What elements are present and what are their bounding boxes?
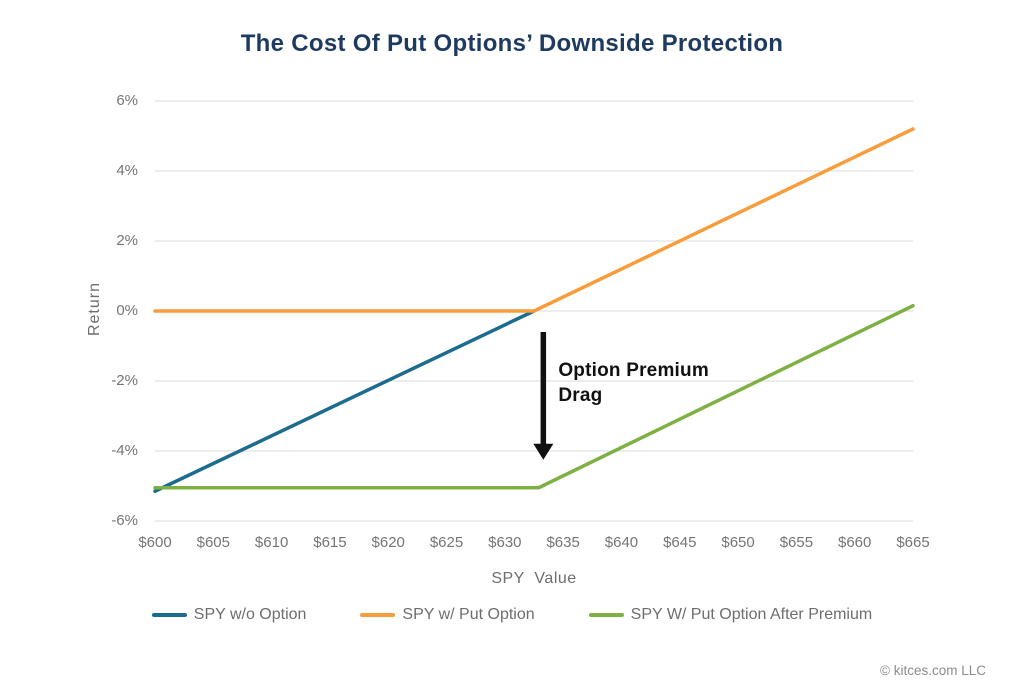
annotation-text-line: Drag (558, 385, 603, 406)
x-tick-610: $610 (254, 534, 289, 551)
x-tick-645: $645 (663, 534, 697, 551)
x-tick-640: $640 (604, 534, 639, 551)
y-tick-2%: 2% (116, 232, 138, 249)
x-tick-600: $600 (138, 534, 172, 551)
x-tick-630: $630 (488, 534, 522, 551)
annotation-option-premium-drag: Option Premium Drag (558, 358, 709, 408)
y-tick-4%: 4% (116, 162, 138, 179)
x-tick-665: $665 (896, 534, 930, 551)
legend-label: SPY w/ Put Option (402, 606, 535, 623)
legend-swatch-icon (360, 613, 396, 617)
y-tick--4%: -4% (111, 442, 138, 459)
series-line-spy-w-put-option (153, 127, 915, 313)
legend-item-spy-w-put-option-after-premium: SPY W/ Put Option After Premium (588, 606, 873, 624)
legend-label: SPY W/ Put Option After Premium (630, 606, 873, 623)
x-tick-655: $655 (779, 534, 814, 551)
x-tick-605: $605 (196, 534, 230, 551)
legend-swatch-icon (588, 613, 624, 617)
x-tick-620: $620 (371, 534, 405, 551)
y-tick--6%: -6% (111, 512, 138, 529)
y-tick--2%: -2% (111, 372, 138, 389)
legend-item-spy-w-put-option: SPY w/ Put Option (360, 606, 535, 624)
y-tick-0%: 0% (116, 302, 138, 319)
chart-legend: SPY w/o Option SPY w/ Put Option SPY W/ Pu… (0, 606, 1024, 624)
annotation-arrow-head-icon (533, 443, 554, 460)
y-tick-6%: 6% (116, 92, 138, 109)
legend-item-spy-w-o-option: SPY w/o Option (151, 606, 307, 624)
copyright-label: © kitces.com LLC (880, 663, 986, 678)
x-tick-635: $635 (546, 534, 580, 551)
y-axis-title: Return (86, 281, 103, 337)
x-tick-615: $615 (313, 534, 347, 551)
x-tick-625: $625 (429, 534, 464, 551)
series-line-spy-w-put-option-after-premium (153, 304, 915, 490)
x-tick-660: $660 (838, 534, 872, 551)
chart-title: The Cost Of Put Options’ Downside Protec… (240, 30, 784, 57)
legend-swatch-icon (151, 613, 187, 617)
annotation-text-line: Option Premium (558, 360, 709, 381)
x-tick-650: $650 (721, 534, 755, 551)
legend-label: SPY w/o Option (193, 606, 307, 623)
x-axis-title: SPY Value (491, 570, 577, 587)
series-line-spy-w-o-option (153, 309, 536, 493)
